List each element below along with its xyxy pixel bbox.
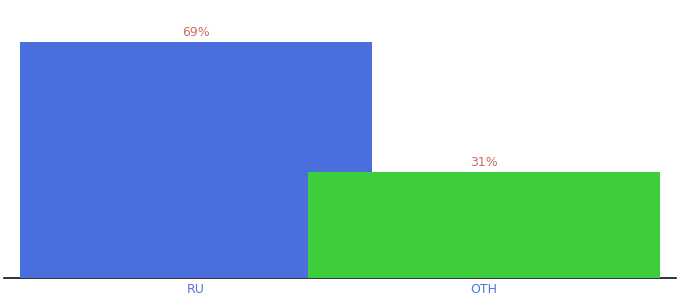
Bar	[20, 42, 372, 278]
Text: 69%: 69%	[182, 26, 210, 39]
Text: 31%: 31%	[470, 156, 498, 169]
Bar	[308, 172, 660, 278]
